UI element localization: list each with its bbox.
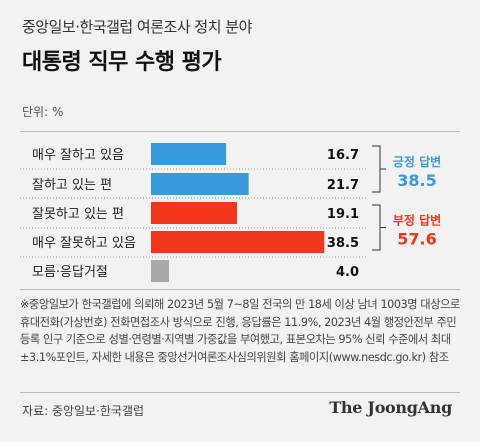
bar-chart: 매우 잘하고 있음 16.7 잘하고 있는 편 21.7 잘못하고 있는 편 19.1 매우…: [20, 143, 441, 282]
group-value: 57.6: [397, 230, 436, 249]
source-label: 자료: 중앙일보·한국갤럽: [22, 404, 145, 418]
mid-rule: [20, 289, 460, 290]
brand-logo: The JoongAng: [329, 398, 452, 417]
top-rule: [20, 131, 460, 132]
value-label: 21.7: [327, 178, 359, 193]
group-label: 긍정 답변: [393, 154, 441, 169]
value-label: 19.1: [327, 207, 359, 222]
category-label: 잘하고 있는 편: [32, 178, 112, 193]
bar: [151, 173, 249, 195]
category-label: 모름·응답거절: [32, 265, 108, 280]
group-bracket: [372, 145, 386, 193]
category-label: 잘못하고 있는 편: [32, 207, 124, 222]
group-label: 부정 답변: [393, 213, 441, 228]
category-label: 매우 잘못하고 있음: [32, 236, 136, 251]
value-label: 4.0: [336, 265, 359, 280]
value-label: 38.5: [327, 236, 359, 251]
chart-subtitle: 중앙일보·한국갤럽 여론조사 정치 분야: [22, 18, 252, 36]
value-label: 16.7: [327, 148, 359, 163]
chart-title: 대통령 직무 수행 평가: [22, 50, 222, 75]
unit-label: 단위: %: [22, 105, 64, 119]
bar: [151, 202, 237, 224]
bar: [151, 143, 227, 165]
footnote: ※중앙일보가 한국갤럽에 의뢰해 2023년 5월 7~8일 전국의 만 18세…: [20, 298, 460, 364]
category-label: 매우 잘하고 있음: [32, 148, 124, 163]
group-bracket: [372, 204, 386, 251]
group-value: 38.5: [397, 171, 436, 190]
bar: [151, 260, 169, 282]
bottom-rule: [20, 392, 460, 393]
bar: [151, 231, 325, 253]
